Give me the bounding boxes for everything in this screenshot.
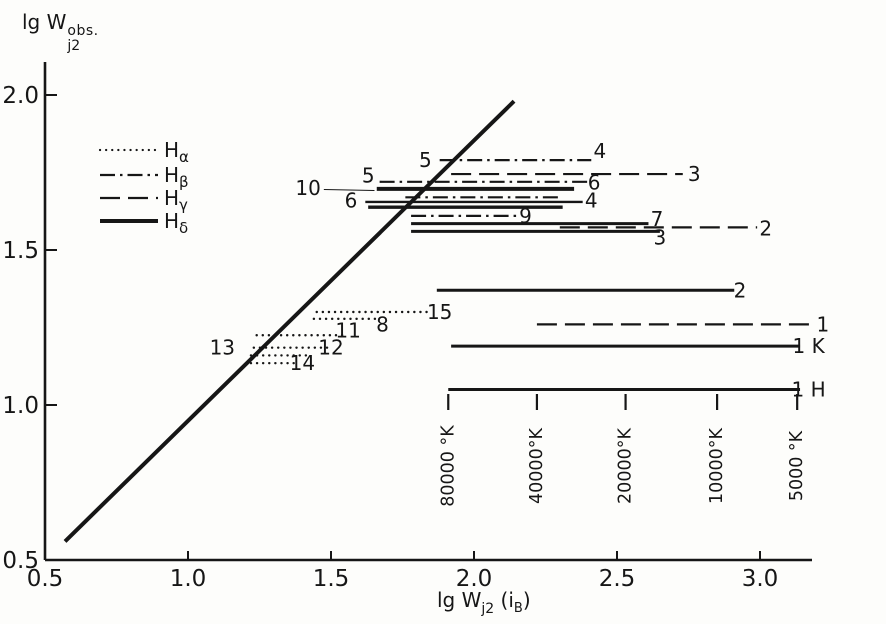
axes (43, 62, 812, 562)
seg-2-lower-label: 2 (734, 278, 747, 302)
y-tick-label: 1.5 (2, 238, 39, 264)
x-axis-ticks: 0.5 1.0 1.5 2.0 2.5 3.0 (27, 551, 779, 592)
seg-2-upper-label: 2 (759, 216, 772, 240)
x-tick-label: 0.5 (27, 566, 64, 592)
y-tick-label: 2.0 (2, 83, 39, 109)
seg-3-upper-label: 3 (688, 162, 701, 186)
seg-12-label: 12 (318, 336, 343, 360)
x-axis-title-mid: (i (494, 588, 514, 612)
x-tick-label: 1.0 (170, 566, 207, 592)
seg-4-top-label: 4 (593, 139, 606, 163)
x-axis-title-close: ) (522, 588, 531, 612)
temperature-tick-label: 40000°K (527, 428, 547, 504)
seg-5-6-label: 6 (588, 171, 601, 195)
seg-10-leader-line (323, 189, 375, 191)
legend-label: Hγ (164, 186, 188, 214)
seg-15-label: 15 (427, 300, 452, 324)
x-tick-label: 2.0 (456, 566, 493, 592)
seg-11-label: 11 (335, 319, 360, 343)
x-axis-title: lg Wj2 (iB) (437, 588, 531, 617)
y-axis-title-subscript: j2 (67, 37, 81, 54)
x-tick-label: 1.5 (313, 566, 350, 592)
seg-4-top-label: 5 (419, 148, 432, 172)
x-axis-title-subscript-2: B (513, 601, 523, 616)
seg-4-mid-label: 4 (585, 188, 598, 212)
seg-10-label: 10 (295, 176, 320, 200)
seg-1-label: 1 (817, 312, 830, 336)
temperature-tick-label: 20000°K (616, 428, 636, 504)
y-tick-label: 0.5 (2, 548, 39, 574)
x-tick-label: 2.5 (599, 566, 636, 592)
x-axis-title-prefix: lg W (437, 588, 482, 612)
y-axis-title-superscript: obs. (67, 23, 99, 39)
legend-label: Hα (164, 138, 189, 166)
x-axis-title-subscript: j2 (481, 601, 495, 617)
temperature-scale: 80000 °K 40000°K 20000°K 10000°K 5000 °K (438, 394, 807, 507)
temperature-tick-label: 10000°K (707, 428, 727, 504)
y-axis-title-script: obs. j2 (67, 24, 98, 53)
y-axis-ticks: 2.0 1.5 1.0 0.5 (2, 83, 57, 574)
seg-8-label: 8 (376, 312, 389, 336)
y-axis-title-prefix: lg W (22, 10, 67, 34)
x-tick-label: 3.0 (742, 566, 779, 592)
identity-line (63, 99, 516, 543)
seg-13-label: 13 (210, 336, 235, 360)
legend-label: Hβ (164, 163, 189, 191)
temperature-tick-label: 80000 °K (438, 425, 458, 507)
seg-5-6-label: 5 (362, 164, 375, 188)
seg-3-lower-label: 3 (654, 226, 667, 250)
seg-14-label: 14 (290, 351, 315, 375)
y-tick-label: 1.0 (2, 393, 39, 419)
seg-6-left-label: 6 (345, 188, 358, 212)
temperature-tick-label: 5000 °K (787, 430, 807, 501)
seg-9-label: 9 (519, 204, 532, 228)
seg-1K-label: 1 K (793, 334, 826, 358)
legend-label: Hδ (164, 209, 188, 237)
seg-7-label: 7 (651, 207, 664, 231)
